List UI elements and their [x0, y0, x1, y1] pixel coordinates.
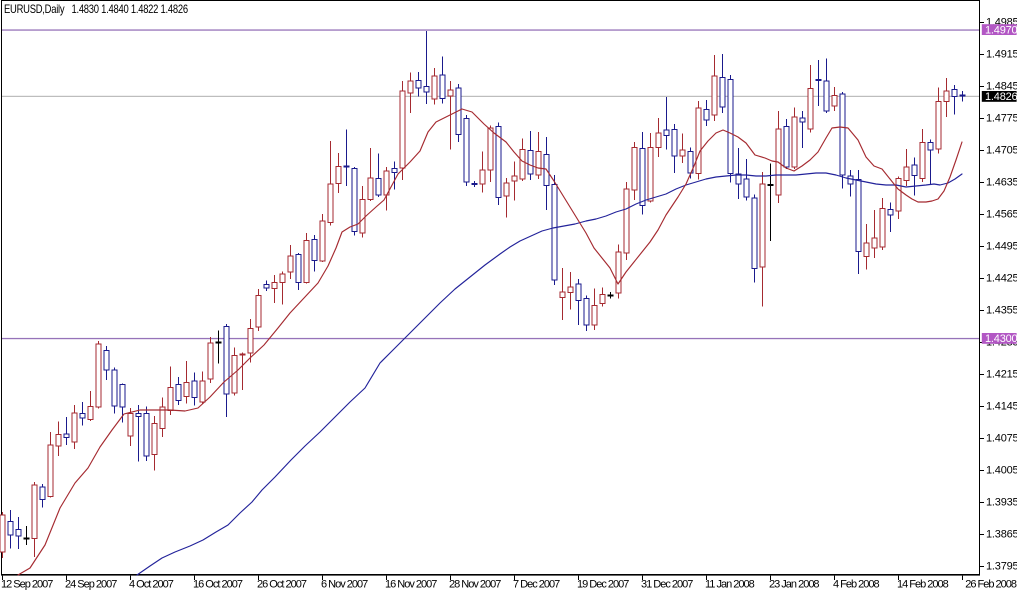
svg-text:26 Oct 2007: 26 Oct 2007 — [257, 579, 307, 590]
svg-text:24 Sep 2007: 24 Sep 2007 — [65, 579, 117, 590]
svg-text:1.4075: 1.4075 — [986, 433, 1017, 445]
svg-text:1.3935: 1.3935 — [986, 497, 1017, 509]
svg-text:14 Feb 2008: 14 Feb 2008 — [897, 579, 949, 590]
svg-text:1.4915: 1.4915 — [986, 49, 1017, 61]
svg-text:1.4565: 1.4565 — [986, 209, 1017, 221]
svg-text:1.4355: 1.4355 — [986, 305, 1017, 317]
svg-text:26 Feb 2008: 26 Feb 2008 — [965, 579, 1017, 590]
svg-text:1.4970: 1.4970 — [985, 24, 1017, 36]
svg-text:1.4425: 1.4425 — [986, 273, 1017, 285]
svg-text:4 Feb 2008: 4 Feb 2008 — [833, 579, 880, 590]
svg-text:19 Dec 2007: 19 Dec 2007 — [577, 579, 629, 590]
svg-text:11 Jan 2008: 11 Jan 2008 — [705, 579, 755, 590]
svg-text:1.4145: 1.4145 — [986, 401, 1017, 413]
svg-text:1.4775: 1.4775 — [986, 113, 1017, 125]
svg-text:16 Oct 2007: 16 Oct 2007 — [193, 579, 243, 590]
svg-text:4 Oct 2007: 4 Oct 2007 — [129, 579, 174, 590]
svg-text:7 Dec 2007: 7 Dec 2007 — [513, 579, 560, 590]
svg-text:16 Nov 2007: 16 Nov 2007 — [385, 579, 437, 590]
svg-text:31 Dec 2007: 31 Dec 2007 — [641, 579, 693, 590]
svg-text:12 Sep 2007: 12 Sep 2007 — [1, 579, 53, 590]
svg-text:1.4635: 1.4635 — [986, 177, 1017, 189]
svg-text:6 Nov 2007: 6 Nov 2007 — [321, 579, 368, 590]
svg-text:1.4495: 1.4495 — [986, 241, 1017, 253]
svg-text:1.4005: 1.4005 — [986, 465, 1017, 477]
svg-text:1.4300: 1.4300 — [985, 333, 1017, 345]
svg-text:1.4845: 1.4845 — [986, 81, 1017, 93]
svg-text:EURUSD,Daily 1.4830 1.4840 1: EURUSD,Daily 1.4830 1.4840 1.4822 1.4826 — [4, 3, 188, 16]
svg-text:23 Jan 2008: 23 Jan 2008 — [769, 579, 819, 590]
svg-text:1.4215: 1.4215 — [986, 369, 1017, 381]
svg-text:1.4826: 1.4826 — [985, 91, 1017, 103]
svg-text:1.3795: 1.3795 — [986, 561, 1017, 573]
svg-text:28 Nov 2007: 28 Nov 2007 — [449, 579, 501, 590]
svg-text:1.4705: 1.4705 — [986, 145, 1017, 157]
svg-text:1.3865: 1.3865 — [986, 529, 1017, 541]
